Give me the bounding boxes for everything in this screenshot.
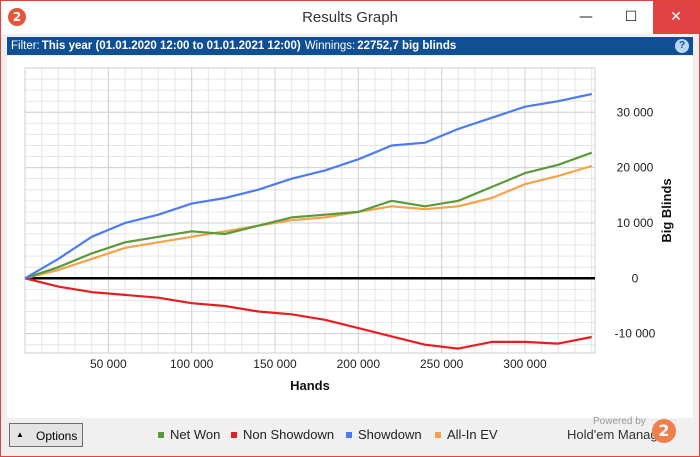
brand-name: Hold'em Manager	[567, 427, 670, 442]
options-button-label: Options	[36, 429, 78, 443]
legend-label-all-in-ev: All-In EV	[447, 427, 498, 442]
y-tick-label: 30 000	[617, 105, 654, 119]
legend-label-net-won: Net Won	[170, 427, 221, 442]
y-tick-label: 0	[632, 271, 639, 285]
x-tick-label: 50 000	[90, 357, 127, 371]
help-icon[interactable]: ?	[675, 39, 689, 53]
legend-item-non-showdown: Non Showdown	[231, 427, 334, 442]
plot-area-border	[24, 67, 596, 354]
x-tick-label: 250 000	[420, 357, 464, 371]
legend-item-showdown: Showdown	[346, 427, 422, 442]
minimize-button[interactable]: —	[579, 9, 593, 25]
y-tick-label: -10 000	[615, 327, 656, 341]
filter-value[interactable]: This year (01.01.2020 12:00 to 01.01.202…	[41, 40, 301, 52]
legend-swatch-net-won	[158, 431, 164, 438]
legend-swatch-showdown	[346, 431, 352, 438]
app-logo-icon: 2	[8, 8, 26, 26]
series-line-net-won	[24, 151, 593, 280]
triangle-up-icon: ▲	[16, 430, 24, 439]
maximize-button[interactable]: ☐	[624, 9, 638, 25]
legend-item-net-won: Net Won	[158, 427, 220, 442]
x-tick-label: 200 000	[337, 357, 381, 371]
series-line-non-showdown	[24, 277, 592, 350]
close-button[interactable]: ✕	[653, 1, 699, 34]
filter-label: Filter:	[11, 40, 40, 52]
x-axis-label: Hands	[290, 378, 330, 393]
filter-bar: Filter: This year (01.01.2020 12:00 to 01…	[7, 37, 693, 55]
legend-swatch-non-showdown	[231, 431, 237, 438]
winnings-label: Winnings:	[304, 40, 356, 52]
legend-label-non-showdown: Non Showdown	[243, 427, 335, 442]
bottom-bar: ▲ Options Net Won Non Showdown Showdown …	[1, 416, 699, 456]
winnings-value: 22752,7 big blinds	[357, 40, 457, 52]
window-title: Results Graph	[302, 9, 398, 26]
results-chart: 50 000 100 000 150 000 200 000 250 000 300 00…	[24, 67, 674, 393]
x-tick-label: 300 000	[503, 357, 547, 371]
powered-by-text: Powered by	[593, 416, 646, 427]
brand-logo-icon: 2	[652, 419, 676, 443]
legend-item-all-in-ev: All-In EV	[435, 427, 498, 442]
title-bar[interactable]: 2 Results Graph — ☐ ✕	[1, 1, 699, 34]
series-line-all-in-ev	[24, 164, 593, 280]
series-line-showdown	[24, 92, 592, 280]
y-tick-label: 10 000	[617, 216, 654, 230]
options-button[interactable]: ▲ Options	[9, 423, 83, 447]
legend-swatch-all-in-ev	[435, 431, 441, 438]
chart-panel: 50 000 100 000 150 000 200 000 250 000 300 00…	[7, 56, 693, 418]
x-tick-label: 100 000	[170, 357, 214, 371]
y-axis-label: Big Blinds	[659, 178, 674, 242]
legend-label-showdown: Showdown	[358, 427, 422, 442]
x-tick-label: 150 000	[253, 357, 297, 371]
y-tick-label: 20 000	[617, 161, 654, 175]
